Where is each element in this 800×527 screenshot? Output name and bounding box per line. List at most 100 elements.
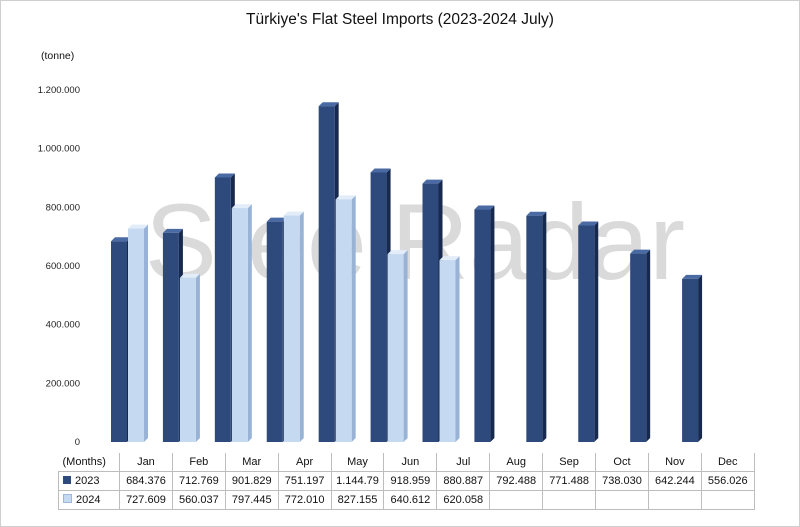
bar-front-face bbox=[283, 215, 300, 442]
bar-side-face bbox=[698, 274, 703, 442]
bar-2023-sep bbox=[526, 211, 547, 442]
y-tick-label: 200.000 bbox=[46, 378, 80, 389]
bar-top-face bbox=[162, 228, 183, 233]
table-cell: 640.612 bbox=[383, 490, 438, 510]
bar-top-face bbox=[231, 204, 252, 209]
y-tick-label: 1.200.000 bbox=[38, 85, 80, 96]
bar-front-face bbox=[387, 254, 404, 442]
table-cell: 727.609 bbox=[119, 490, 173, 510]
bar-front-face bbox=[231, 208, 248, 442]
table-cell: 684.376 bbox=[119, 471, 173, 491]
y-tick-label: 800.000 bbox=[46, 202, 80, 213]
bar-top-face bbox=[179, 273, 200, 278]
category-label: May bbox=[330, 453, 385, 472]
table-cell: 880.887 bbox=[436, 471, 491, 491]
table-cell: 738.030 bbox=[595, 471, 649, 491]
table-cell: 751.197 bbox=[277, 471, 332, 491]
bar-front-face bbox=[630, 253, 647, 442]
category-label: Apr bbox=[277, 453, 332, 472]
bar-front-face bbox=[179, 277, 196, 442]
bar-side-face bbox=[299, 211, 304, 442]
bar-front-face bbox=[474, 209, 491, 442]
bar-side-face bbox=[646, 249, 651, 442]
table-cell bbox=[542, 490, 597, 510]
bar-2023-aug bbox=[474, 205, 495, 442]
bar-top-face bbox=[214, 173, 235, 178]
category-label: Jun bbox=[383, 453, 438, 472]
bar-2024-jul bbox=[439, 256, 460, 442]
bar-side-face bbox=[351, 195, 356, 442]
chart-title: Türkiye's Flat Steel Imports (2023-2024 … bbox=[246, 11, 554, 28]
table-cell: 642.244 bbox=[647, 471, 702, 491]
bar-top-face bbox=[578, 221, 599, 226]
bar-side-face bbox=[403, 250, 408, 442]
table-cell: 620.058 bbox=[436, 490, 491, 510]
category-label: Mar bbox=[224, 453, 279, 472]
table-cell: 797.445 bbox=[224, 490, 279, 510]
legend-entry-2023: 2023 bbox=[58, 471, 120, 491]
table-cell: 772.010 bbox=[277, 490, 332, 510]
bar-2024-mar bbox=[231, 204, 252, 442]
bar-2024-jan bbox=[128, 224, 148, 442]
table-cell: 1.144.79 bbox=[330, 471, 385, 491]
category-label: Jan bbox=[119, 453, 173, 472]
data-table-row-2023: 2023 684.376 712.769 901.829 751.197 1.1… bbox=[58, 471, 755, 491]
bar-top-face bbox=[526, 211, 547, 216]
table-cell: 901.829 bbox=[224, 471, 279, 491]
bar-top-face bbox=[439, 256, 460, 261]
bar-top-face bbox=[111, 237, 131, 242]
table-cell: 712.769 bbox=[171, 471, 226, 491]
bar-top-face bbox=[387, 250, 408, 255]
bar-top-face bbox=[318, 102, 339, 107]
bar-front-face bbox=[335, 199, 352, 442]
category-label: Oct bbox=[595, 453, 649, 472]
bar-top-face bbox=[335, 195, 356, 200]
bar-front-face bbox=[526, 215, 543, 442]
y-tick-label: 0 bbox=[75, 437, 80, 448]
bar-side-face bbox=[542, 211, 547, 442]
data-table-row-2024: 2024 727.609 560.037 797.445 772.010 827… bbox=[58, 490, 755, 510]
legend-swatch-2023 bbox=[63, 476, 71, 484]
bar-front-face bbox=[439, 260, 456, 442]
category-label: Jul bbox=[436, 453, 491, 472]
bar-side-face bbox=[195, 273, 200, 442]
y-axis-unit-label: (tonne) bbox=[41, 50, 75, 62]
bar-top-face bbox=[422, 179, 443, 184]
table-cell: 918.959 bbox=[383, 471, 438, 491]
bar-side-face bbox=[490, 205, 495, 442]
y-tick-label: 600.000 bbox=[46, 261, 80, 272]
category-label: Dec bbox=[700, 453, 755, 472]
table-cell: 827.155 bbox=[330, 490, 385, 510]
bar-2024-jun bbox=[387, 250, 408, 442]
bar-front-face bbox=[128, 228, 144, 442]
months-header: (Months) bbox=[58, 453, 120, 472]
bar-front-face bbox=[318, 106, 335, 442]
legend-swatch-2024 bbox=[63, 494, 72, 503]
bar-2023-dec bbox=[682, 274, 703, 442]
bar-side-face bbox=[144, 224, 148, 442]
table-cell: 792.488 bbox=[489, 471, 544, 491]
bar-top-face bbox=[128, 224, 148, 229]
y-tick-label: 1.000.000 bbox=[38, 144, 80, 155]
table-cell bbox=[489, 490, 544, 510]
bar-side-face bbox=[594, 221, 599, 442]
bar-top-face bbox=[474, 205, 495, 210]
bar-2024-may bbox=[335, 195, 356, 442]
legend-label-2023: 2023 bbox=[75, 475, 100, 487]
table-cell: 560.037 bbox=[171, 490, 226, 510]
table-cell: 556.026 bbox=[700, 471, 755, 491]
bar-top-face bbox=[266, 217, 287, 222]
y-tick-label: 400.000 bbox=[46, 320, 80, 331]
bar-side-face bbox=[455, 256, 460, 442]
bar-top-face bbox=[370, 168, 391, 173]
bar-2023-nov bbox=[630, 249, 651, 442]
bar-top-face bbox=[630, 249, 651, 254]
bar-top-face bbox=[283, 211, 304, 216]
bar-2023-oct bbox=[578, 221, 599, 442]
category-label: Feb bbox=[171, 453, 226, 472]
category-label: Aug bbox=[489, 453, 544, 472]
bar-top-face bbox=[682, 274, 703, 279]
table-cell bbox=[647, 490, 702, 510]
data-table-header-row: (Months) Jan Feb Mar Apr May Jun Jul Aug… bbox=[58, 453, 755, 472]
